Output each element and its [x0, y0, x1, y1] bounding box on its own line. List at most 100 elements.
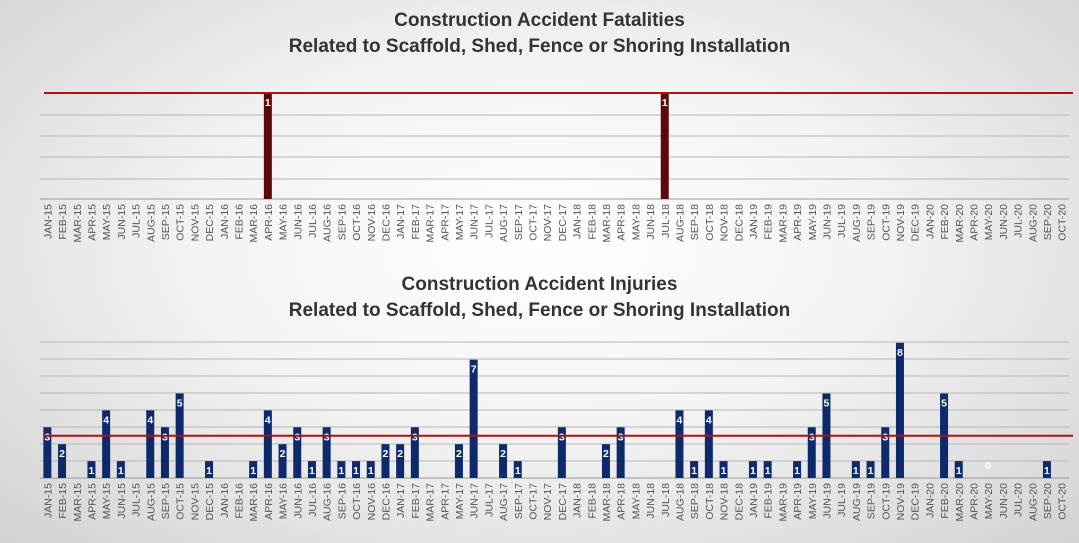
injuries-bar	[454, 444, 463, 478]
injuries-data-label: 1	[353, 465, 359, 477]
injuries-x-tick-label: DEC-15	[204, 483, 216, 521]
injuries-data-label: 3	[809, 431, 815, 443]
injuries-data-label: 1	[691, 465, 697, 477]
injuries-data-label: 4	[706, 414, 712, 426]
injuries-x-tick-label: JUN-19	[821, 483, 833, 519]
fatalities-x-tick-label: FEB-15	[57, 204, 69, 240]
fatalities-x-tick-label: FEB-18	[586, 204, 598, 240]
fatalities-x-tick-label: JUN-18	[645, 204, 657, 240]
injuries-bar	[102, 410, 111, 478]
injuries-bar	[396, 444, 405, 478]
injuries-x-tick-label: JAN-17	[395, 483, 407, 518]
fatalities-x-tick-label: JUL-18	[660, 204, 672, 238]
injuries-data-label: 1	[368, 465, 374, 477]
fatalities-x-tick-label: APR-15	[86, 204, 98, 241]
injuries-data-label: 3	[618, 431, 624, 443]
injuries-x-tick-label: OCT-20	[1057, 483, 1069, 520]
injuries-bar	[116, 461, 125, 478]
fatalities-x-tick-label: FEB-16	[233, 204, 245, 240]
fatalities-x-tick-label: AUG-15	[145, 204, 157, 242]
injuries-bar	[866, 461, 875, 478]
fatalities-x-tick-label: APR-16	[263, 204, 275, 241]
injuries-x-tick-label: JUN-20	[998, 483, 1010, 519]
injuries-title-line-1: Construction Accident Injuries	[401, 274, 678, 295]
fatalities-x-tick-label: JAN-15	[42, 204, 54, 239]
injuries-x-tick-label: JUL-19	[836, 483, 848, 517]
injuries-x-tick-label: MAR-19	[777, 483, 789, 522]
fatalities-x-tick-label: MAY-17	[454, 204, 466, 240]
fatalities-x-tick-label: JUL-15	[131, 204, 143, 238]
injuries-bar	[43, 427, 52, 478]
fatalities-x-tick-label: OCT-19	[880, 204, 892, 241]
injuries-x-tick-label: JAN-20	[924, 483, 936, 518]
fatalities-x-tick-label: MAR-19	[777, 204, 789, 243]
fatalities-title-line-2: Related to Scaffold, Shed, Fence or Shor…	[288, 36, 791, 57]
injuries-x-tick-label: MAY-16	[278, 483, 290, 519]
injuries-x-tick-label: APR-19	[792, 483, 804, 520]
fatalities-x-tick-label: OCT-18	[704, 204, 716, 241]
injuries-data-label: 1	[868, 465, 874, 477]
injuries-x-tick-label: AUG-17	[498, 483, 510, 521]
injuries-bar	[513, 461, 522, 478]
injuries-x-tick-label: JUN-16	[292, 483, 304, 519]
injuries-x-tick-label: FEB-20	[939, 483, 951, 519]
injuries-data-label: 1	[765, 465, 771, 477]
fatalities-x-tick-label: JUN-20	[998, 204, 1010, 240]
injuries-bar	[293, 427, 302, 478]
injuries-data-label: 0	[985, 460, 991, 472]
fatalities-title-line-1: Construction Accident Fatalities	[394, 10, 685, 31]
injuries-data-label: 4	[677, 414, 683, 426]
injuries-data-label: 3	[559, 431, 565, 443]
injuries-data-label: 2	[397, 448, 403, 460]
injuries-bar	[807, 427, 816, 478]
fatalities-x-tick-label: APR-19	[792, 204, 804, 241]
injuries-bar	[381, 444, 390, 478]
injuries-x-tick-label: NOV-17	[542, 483, 554, 521]
injuries-x-tick-label: DEC-17	[557, 483, 569, 521]
injuries-bar	[160, 427, 169, 478]
fatalities-x-tick-label: JAN-20	[924, 204, 936, 239]
injuries-bar	[322, 427, 331, 478]
injuries-x-tick-label: MAR-15	[72, 483, 84, 522]
injuries-bar	[307, 461, 316, 478]
injuries-data-label: 2	[280, 448, 286, 460]
injuries-x-tick-label: DEC-19	[910, 483, 922, 521]
injuries-x-tick-label: AUG-16	[322, 483, 334, 521]
injuries-data-label: 2	[500, 448, 506, 460]
injuries-data-label: 4	[147, 414, 153, 426]
injuries-bar	[704, 410, 713, 478]
injuries-x-tick-label: JUL-15	[131, 483, 143, 517]
injuries-bar	[851, 461, 860, 478]
injuries-x-tick-label: FEB-16	[233, 483, 245, 519]
injuries-bar	[557, 427, 566, 478]
fatalities-x-tick-label: FEB-19	[763, 204, 775, 240]
injuries-bar	[278, 444, 287, 478]
injuries-data-label: 7	[471, 364, 477, 376]
injuries-data-label: 1	[1044, 465, 1050, 477]
injuries-bar	[469, 359, 478, 478]
injuries-title-line-2: Related to Scaffold, Shed, Fence or Shor…	[288, 300, 791, 321]
fatalities-x-tick-label: AUG-18	[674, 204, 686, 242]
injuries-x-tick-label: AUG-20	[1027, 483, 1039, 521]
injuries-x-tick-label: DEC-16	[380, 483, 392, 521]
fatalities-x-tick-label: FEB-17	[410, 204, 422, 240]
fatalities-x-tick-label: SEP-15	[160, 204, 172, 240]
fatalities-x-tick-label: JAN-18	[572, 204, 584, 239]
fatalities-x-tick-label: APR-17	[439, 204, 451, 241]
fatalities-x-tick-label: JUL-19	[836, 204, 848, 238]
injuries-bar	[146, 410, 155, 478]
injuries-data-label: 1	[515, 465, 521, 477]
injuries-x-tick-label: DEC-18	[733, 483, 745, 521]
injuries-x-tick-label: OCT-18	[704, 483, 716, 520]
fatalities-x-tick-label: JAN-16	[219, 204, 231, 239]
injuries-data-label: 1	[853, 465, 859, 477]
fatalities-x-tick-label: NOV-15	[189, 204, 201, 242]
injuries-data-label: 1	[750, 465, 756, 477]
fatalities-x-tick-label: JUL-20	[1013, 204, 1025, 238]
injuries-x-tick-label: APR-18	[616, 483, 628, 520]
injuries-data-label: 5	[177, 398, 183, 410]
injuries-x-tick-label: NOV-19	[895, 483, 907, 521]
injuries-x-tick-label: NOV-16	[366, 483, 378, 521]
injuries-x-tick-label: SEP-17	[513, 483, 525, 519]
